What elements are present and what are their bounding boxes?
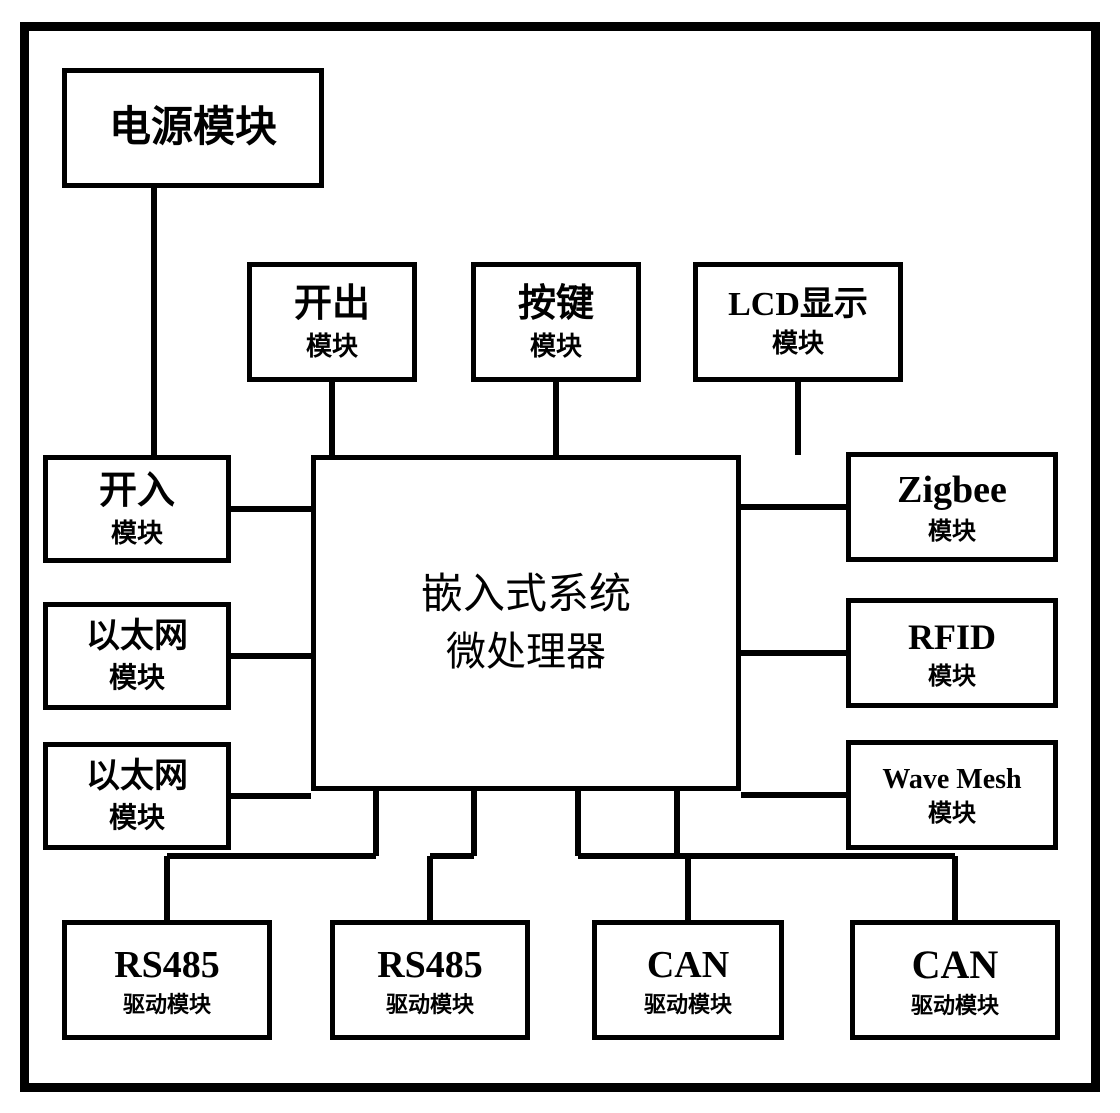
connector — [471, 791, 477, 856]
rs485a-block-sub: 驱动模块 — [123, 991, 211, 1019]
eth1-block-title: 以太网 — [86, 616, 188, 659]
wave-block: Wave Mesh模块 — [846, 740, 1058, 850]
kaichu-block-sub: 模块 — [306, 331, 358, 364]
cana-block-title: CAN — [647, 942, 729, 990]
anjian-block: 按键模块 — [471, 262, 641, 382]
center-title-line1: 嵌入式系统 — [421, 569, 631, 622]
connector — [231, 793, 311, 799]
eth2-block-title: 以太网 — [86, 756, 188, 799]
rfid-block-title: RFID — [908, 615, 996, 660]
anjian-block-sub: 模块 — [530, 331, 582, 364]
connector — [151, 188, 157, 455]
kairu-block-sub: 模块 — [111, 518, 163, 551]
connector — [575, 791, 581, 856]
zigbee-block: Zigbee模块 — [846, 452, 1058, 562]
connector — [231, 653, 311, 659]
lcd-block-sub: 模块 — [772, 328, 824, 361]
diagram-canvas: 电源模块 嵌入式系统 微处理器 开出模块按键模块LCD显示模块开入模块以太网模块… — [0, 0, 1120, 1113]
lcd-block: LCD显示模块 — [693, 262, 903, 382]
connector — [741, 504, 846, 510]
connector — [427, 856, 433, 921]
connector — [685, 856, 691, 921]
power-module-block: 电源模块 — [62, 68, 324, 188]
kairu-block-title: 开入 — [99, 468, 175, 516]
zigbee-block-title: Zigbee — [897, 467, 1007, 515]
rfid-block-sub: 模块 — [928, 662, 976, 692]
canb-block-sub: 驱动模块 — [911, 992, 999, 1020]
connector — [674, 791, 680, 856]
canb-block: CAN驱动模块 — [850, 920, 1060, 1040]
rs485b-block-title: RS485 — [377, 942, 483, 990]
connector — [741, 792, 846, 798]
center-processor-block: 嵌入式系统 微处理器 — [311, 455, 741, 791]
connector — [795, 382, 801, 455]
connector — [231, 506, 311, 512]
rfid-block: RFID模块 — [846, 598, 1058, 708]
eth2-block-sub: 模块 — [109, 801, 165, 836]
kaichu-block: 开出模块 — [247, 262, 417, 382]
connector — [373, 791, 379, 856]
rs485a-block-title: RS485 — [114, 942, 220, 990]
canb-block-title: CAN — [912, 940, 999, 990]
connector — [952, 856, 958, 921]
eth1-block-sub: 模块 — [109, 661, 165, 696]
eth1-block: 以太网模块 — [43, 602, 231, 710]
cana-block-sub: 驱动模块 — [644, 991, 732, 1019]
kairu-block: 开入模块 — [43, 455, 231, 563]
connector — [329, 382, 335, 455]
rs485b-block-sub: 驱动模块 — [386, 991, 474, 1019]
kaichu-block-title: 开出 — [294, 281, 370, 329]
lcd-block-title: LCD显示 — [728, 284, 868, 327]
connector — [553, 382, 559, 455]
connector — [741, 650, 846, 656]
connector — [164, 856, 170, 921]
connector — [430, 853, 474, 859]
connector — [677, 853, 956, 859]
zigbee-block-sub: 模块 — [928, 517, 976, 547]
connector — [167, 853, 376, 859]
power-module-label: 电源模块 — [109, 102, 277, 155]
cana-block: CAN驱动模块 — [592, 920, 784, 1040]
wave-block-sub: 模块 — [928, 799, 976, 829]
rs485a-block: RS485驱动模块 — [62, 920, 272, 1040]
connector — [578, 853, 688, 859]
rs485b-block: RS485驱动模块 — [330, 920, 530, 1040]
anjian-block-title: 按键 — [518, 281, 594, 329]
center-title-line2: 微处理器 — [446, 627, 606, 677]
eth2-block: 以太网模块 — [43, 742, 231, 850]
wave-block-title: Wave Mesh — [882, 762, 1021, 797]
